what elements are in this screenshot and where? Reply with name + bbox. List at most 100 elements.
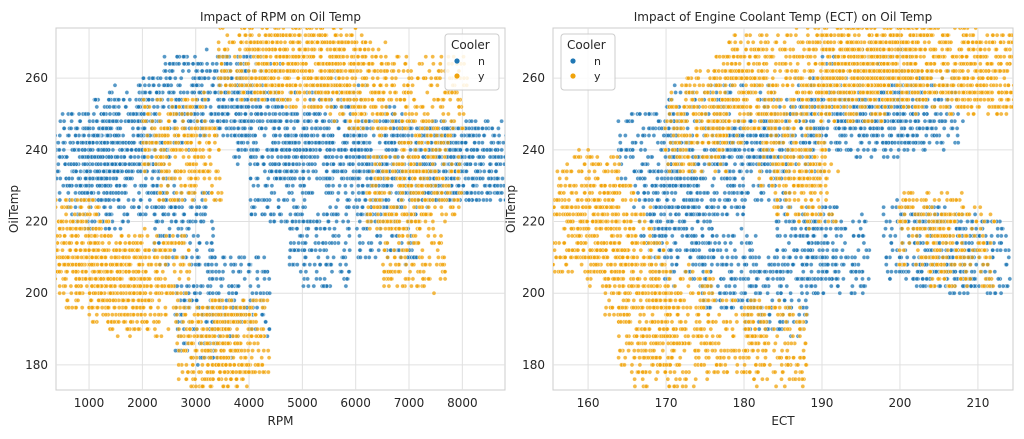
data-point bbox=[110, 147, 116, 153]
data-point bbox=[356, 161, 362, 167]
data-point bbox=[303, 255, 309, 260]
data-point bbox=[98, 197, 104, 203]
data-point bbox=[195, 118, 200, 124]
data-point bbox=[155, 97, 160, 102]
data-point bbox=[363, 197, 368, 203]
data-point bbox=[173, 305, 179, 310]
data-point bbox=[153, 154, 159, 160]
data-point bbox=[144, 133, 150, 138]
data-point bbox=[141, 305, 146, 310]
data-point bbox=[204, 61, 210, 67]
data-point bbox=[165, 83, 171, 88]
data-point bbox=[495, 190, 501, 196]
data-point bbox=[138, 169, 144, 174]
data-point bbox=[181, 233, 187, 239]
data-point bbox=[344, 197, 350, 203]
data-point bbox=[356, 169, 362, 174]
data-point bbox=[131, 204, 137, 210]
data-point bbox=[194, 247, 200, 253]
data-point bbox=[69, 111, 74, 117]
data-point bbox=[115, 169, 121, 174]
data-point bbox=[62, 161, 68, 167]
data-point bbox=[152, 326, 158, 332]
data-point bbox=[259, 312, 265, 318]
data-point bbox=[61, 290, 67, 296]
data-point bbox=[236, 283, 241, 289]
data-point bbox=[192, 54, 198, 60]
data-point bbox=[504, 148, 505, 152]
data-point bbox=[73, 169, 79, 174]
data-point bbox=[294, 161, 300, 167]
data-point bbox=[364, 176, 370, 181]
data-point bbox=[136, 104, 141, 110]
data-point bbox=[248, 126, 254, 131]
data-point bbox=[215, 97, 221, 102]
data-point bbox=[74, 183, 79, 188]
data-point bbox=[368, 176, 374, 181]
data-point bbox=[363, 133, 369, 138]
data-point bbox=[309, 161, 315, 167]
data-point bbox=[356, 140, 361, 145]
data-point bbox=[193, 176, 198, 181]
data-point bbox=[262, 133, 267, 138]
data-point bbox=[274, 176, 279, 181]
data-point bbox=[350, 176, 355, 181]
data-point bbox=[299, 212, 305, 217]
data-point bbox=[310, 169, 316, 174]
data-point bbox=[143, 90, 148, 95]
data-point bbox=[183, 376, 189, 382]
data-point bbox=[99, 305, 105, 310]
data-point bbox=[171, 90, 177, 95]
data-point bbox=[68, 204, 74, 210]
data-point bbox=[194, 326, 200, 332]
data-point bbox=[335, 197, 341, 203]
data-point bbox=[125, 147, 130, 153]
data-point bbox=[189, 355, 194, 361]
data-point bbox=[98, 154, 103, 160]
data-point bbox=[89, 262, 95, 267]
data-point bbox=[141, 126, 147, 131]
data-point bbox=[179, 283, 184, 289]
data-point bbox=[298, 269, 304, 275]
data-point bbox=[218, 276, 223, 282]
data-point bbox=[225, 133, 230, 138]
data-point bbox=[181, 305, 187, 310]
data-point bbox=[301, 169, 306, 174]
data-point bbox=[95, 147, 101, 153]
data-point bbox=[301, 161, 306, 167]
data-point bbox=[265, 154, 271, 160]
data-point bbox=[59, 204, 65, 210]
data-point bbox=[464, 161, 470, 167]
data-point bbox=[66, 190, 71, 196]
data-point bbox=[113, 190, 119, 196]
data-point bbox=[160, 212, 166, 217]
data-point bbox=[216, 269, 222, 275]
data-point bbox=[487, 161, 493, 167]
data-point bbox=[285, 133, 291, 138]
data-point bbox=[110, 140, 116, 145]
data-point bbox=[487, 154, 493, 160]
data-point bbox=[160, 255, 165, 260]
data-point bbox=[481, 169, 487, 174]
data-point bbox=[197, 133, 203, 138]
data-point bbox=[186, 276, 191, 282]
data-point bbox=[57, 154, 63, 160]
data-point bbox=[481, 197, 486, 203]
data-point bbox=[163, 233, 169, 239]
data-point bbox=[69, 233, 75, 239]
data-point bbox=[326, 219, 331, 224]
data-point bbox=[216, 147, 222, 153]
data-point bbox=[194, 298, 199, 303]
data-point bbox=[346, 204, 352, 210]
data-point bbox=[122, 154, 127, 160]
data-point bbox=[87, 312, 92, 318]
data-point bbox=[314, 269, 320, 275]
data-point bbox=[345, 219, 351, 224]
data-point bbox=[181, 90, 187, 95]
data-point bbox=[131, 290, 137, 296]
data-point bbox=[108, 290, 113, 296]
data-point bbox=[210, 118, 215, 124]
data-point bbox=[86, 197, 92, 203]
data-point bbox=[292, 247, 297, 253]
data-point bbox=[95, 262, 100, 267]
